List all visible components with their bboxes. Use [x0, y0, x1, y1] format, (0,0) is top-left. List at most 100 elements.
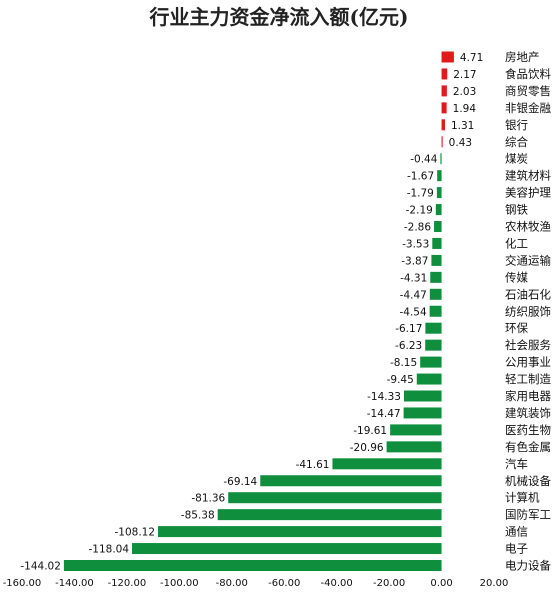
value-label-食品饮料: 2.17 — [453, 69, 476, 81]
x-axis-ticks-group: -160.00 -140.00 -120.00 -100.00 -80.00 -60.00… — [3, 578, 509, 589]
value-label-商贸零售: 2.03 — [453, 86, 476, 98]
category-label-有色金属: 有色金属 — [505, 440, 551, 454]
x-tick-label: 20.00 — [480, 578, 509, 589]
bar-国防军工 — [217, 509, 442, 521]
category-label-汽车: 汽车 — [505, 457, 528, 471]
bar-综合 — [441, 136, 443, 148]
x-tick-label: -40.00 — [321, 578, 353, 589]
bar-农林牧渔 — [434, 221, 442, 232]
category-label-社会服务: 社会服务 — [505, 338, 551, 352]
value-label-石油石化: -4.47 — [400, 289, 427, 301]
category-labels-group: 房地产食品饮料商贸零售非银金融银行综合煤炭建筑材料美容护理钢铁农林牧渔化工交通运… — [505, 50, 551, 573]
value-label-非银金融: 1.94 — [453, 103, 477, 115]
category-label-纺织服饰: 纺织服饰 — [505, 304, 551, 318]
bar-化工 — [432, 237, 442, 249]
category-label-建筑装饰: 建筑装饰 — [505, 406, 551, 420]
value-label-机械设备: -69.14 — [223, 476, 257, 488]
value-label-通信: -108.12 — [115, 527, 156, 539]
bar-纺织服饰 — [429, 305, 442, 317]
x-tick-label: -20.00 — [373, 578, 405, 589]
category-label-非银金融: 非银金融 — [505, 101, 551, 115]
value-label-建筑材料: -1.67 — [407, 171, 434, 183]
category-label-电力设备: 电力设备 — [505, 559, 551, 573]
x-tick-label: 0.00 — [430, 578, 452, 589]
value-label-医药生物: -19.61 — [353, 425, 387, 437]
category-label-医药生物: 医药生物 — [505, 423, 551, 437]
category-label-环保: 环保 — [505, 321, 528, 335]
category-label-公用事业: 公用事业 — [505, 355, 551, 369]
value-label-轻工制造: -9.45 — [387, 374, 414, 386]
category-label-商贸零售: 商贸零售 — [505, 84, 551, 98]
value-label-建筑装饰: -14.47 — [367, 408, 401, 420]
bar-交通运输 — [431, 254, 442, 266]
value-label-公用事业: -8.15 — [390, 357, 417, 369]
value-label-农林牧渔: -2.86 — [404, 222, 431, 234]
bar-电力设备 — [63, 560, 442, 571]
category-label-机械设备: 机械设备 — [505, 474, 551, 488]
x-tick-label: -60.00 — [268, 578, 300, 589]
value-label-钢铁: -2.19 — [406, 205, 433, 217]
category-label-交通运输: 交通运输 — [505, 253, 551, 267]
chart-title: 行业主力资金净流入额(亿元) — [149, 5, 409, 29]
bar-社会服务 — [425, 339, 442, 351]
category-label-传媒: 传媒 — [505, 270, 528, 284]
value-label-煤炭: -0.44 — [410, 154, 437, 166]
category-label-计算机: 计算机 — [505, 491, 540, 505]
category-label-轻工制造: 轻工制造 — [505, 372, 551, 386]
value-label-家用电器: -14.33 — [367, 391, 401, 403]
bar-建筑装饰 — [403, 407, 442, 419]
bar-电子 — [132, 543, 442, 555]
bar-钢铁 — [435, 204, 442, 216]
value-label-传媒: -4.31 — [400, 272, 427, 284]
bar-银行 — [441, 119, 445, 131]
value-label-电子: -118.04 — [88, 544, 129, 556]
bar-非银金融 — [441, 102, 447, 114]
category-label-国防军工: 国防军工 — [505, 508, 551, 522]
bar-有色金属 — [386, 441, 442, 453]
category-label-美容护理: 美容护理 — [505, 186, 551, 200]
category-label-家用电器: 家用电器 — [505, 389, 551, 403]
bar-商贸零售 — [441, 85, 447, 97]
x-tick-label: -120.00 — [108, 578, 147, 589]
category-label-农林牧渔: 农林牧渔 — [505, 220, 551, 234]
value-label-银行: 1.31 — [451, 120, 474, 132]
bar-煤炭 — [440, 153, 442, 165]
category-label-通信: 通信 — [505, 525, 528, 539]
value-label-有色金属: -20.96 — [350, 442, 384, 454]
bar-医药生物 — [390, 424, 442, 436]
bar-汽车 — [332, 458, 442, 470]
value-label-纺织服饰: -4.54 — [399, 306, 426, 318]
x-tick-label: -140.00 — [55, 578, 94, 589]
bar-食品饮料 — [441, 68, 448, 80]
bar-轻工制造 — [416, 373, 442, 385]
bar-传媒 — [430, 271, 442, 283]
category-label-石油石化: 石油石化 — [505, 287, 551, 301]
bars-group — [63, 51, 454, 571]
bar-计算机 — [228, 492, 442, 504]
x-tick-label: -100.00 — [160, 578, 199, 589]
bar-建筑材料 — [437, 170, 442, 182]
category-label-钢铁: 钢铁 — [505, 203, 528, 217]
bar-通信 — [158, 526, 442, 538]
value-label-汽车: -41.61 — [296, 459, 330, 471]
value-label-交通运输: -3.87 — [401, 255, 428, 267]
x-tick-label: -160.00 — [3, 578, 42, 589]
value-label-国防军工: -85.38 — [181, 510, 215, 522]
value-label-美容护理: -1.79 — [407, 188, 434, 200]
x-tick-label: -80.00 — [216, 578, 248, 589]
bar-美容护理 — [436, 187, 442, 199]
bar-石油石化 — [429, 288, 442, 300]
value-label-房地产: 4.71 — [460, 52, 483, 64]
category-label-银行: 银行 — [505, 118, 528, 132]
category-label-综合: 综合 — [505, 135, 528, 149]
category-label-建筑材料: 建筑材料 — [505, 169, 551, 183]
value-label-化工: -3.53 — [402, 238, 429, 250]
bar-公用事业 — [420, 356, 442, 368]
value-label-环保: -6.17 — [395, 323, 422, 335]
bar-房地产 — [441, 51, 454, 63]
category-label-化工: 化工 — [505, 236, 528, 250]
category-label-房地产: 房地产 — [505, 50, 540, 64]
value-label-电力设备: -144.02 — [20, 561, 61, 573]
category-label-煤炭: 煤炭 — [505, 152, 528, 166]
